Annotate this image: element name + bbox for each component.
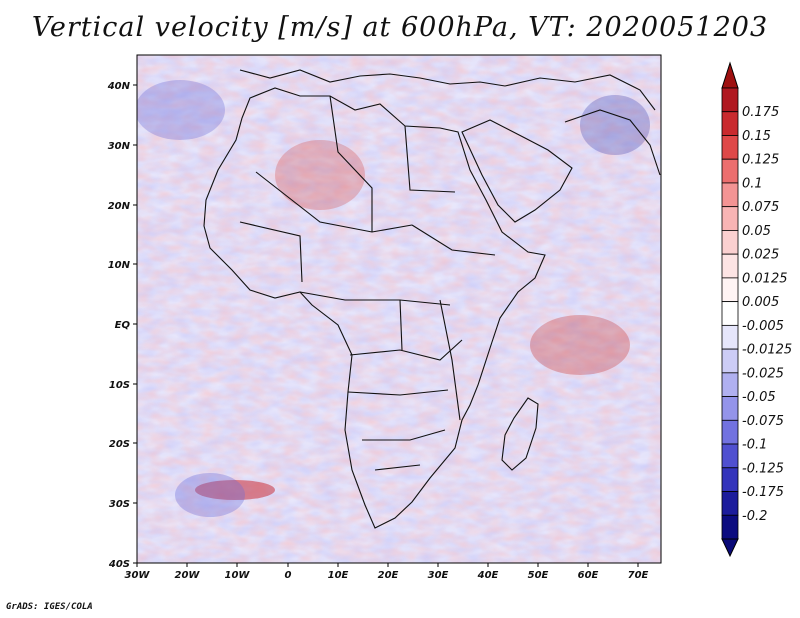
lat-label: 40S (108, 559, 130, 570)
plot-frame (136, 54, 662, 564)
lat-label: 10S (109, 380, 130, 391)
colorbar-swatch (721, 135, 739, 160)
colorbar-swatch (721, 301, 739, 326)
colorbar-swatch (721, 443, 739, 469)
colorbar-label: -0.125 (742, 461, 784, 476)
colorbar-label: 0.025 (742, 248, 779, 263)
colorbar-label: 0.075 (742, 200, 779, 215)
colorbar-label: 0.1 (742, 176, 763, 191)
colorbar-swatch (721, 87, 739, 113)
colorbar-label: 0.005 (742, 295, 779, 310)
colorbar-label: 0.175 (742, 105, 779, 120)
colorbar-label: -0.005 (742, 319, 784, 334)
colorbar-label: -0.05 (742, 390, 776, 405)
colorbar-bottom-arrow (721, 538, 739, 558)
colorbar-swatch (721, 182, 739, 208)
colorbar: 0.175 0.15 0.125 0.1 0.075 0.05 0.025 0.0125 0.0… (721, 61, 792, 558)
lat-label: 10N (108, 260, 131, 271)
colorbar-label: 0.05 (742, 224, 771, 239)
colorbar-top-arrow (721, 61, 739, 89)
lat-label: 30S (109, 499, 130, 510)
lon-label: 40E (477, 570, 499, 581)
colorbar-swatch (721, 253, 739, 279)
lon-label: 60E (578, 570, 599, 581)
colorbar-swatch (721, 396, 739, 421)
colorbar-swatch (721, 111, 739, 136)
lat-label: 20S (109, 439, 130, 450)
colorbar-label: 0.15 (742, 129, 771, 144)
colorbar-swatch (721, 158, 739, 184)
lat-label: 30N (108, 141, 131, 152)
lon-label: 10W (225, 570, 251, 581)
credit-text: GrADS: IGES/COLA (6, 602, 93, 612)
map-figure: 30W 20W 10W 0 10E 20E 30E 40E 50E 60E 70… (107, 54, 792, 581)
lon-label: 30W (125, 570, 151, 581)
colorbar-swatch (721, 230, 739, 255)
lon-label: 0 (285, 570, 292, 581)
colorbar-label: -0.0125 (742, 343, 792, 358)
colorbar-swatch (721, 324, 739, 350)
colorbar-swatch (721, 372, 739, 397)
lat-labels: 40N 30N 20N 10N EQ 10S 20S 30S 40S (107, 81, 131, 570)
colorbar-swatch (721, 419, 739, 445)
colorbar-label: -0.175 (742, 485, 784, 500)
velocity-field (137, 55, 661, 563)
lat-label: EQ (115, 320, 131, 331)
lat-label: 40N (107, 81, 131, 92)
colorbar-label: 0.125 (742, 153, 779, 168)
colorbar-label: -0.025 (742, 366, 784, 381)
lon-label: 30E (428, 570, 449, 581)
colorbar-swatch (721, 348, 739, 374)
lon-label: 70E (628, 570, 649, 581)
chart-title: Vertical velocity [m/s] at 600hPa, VT: 2… (31, 12, 769, 43)
colorbar-swatch (721, 514, 739, 540)
lat-label: 20N (108, 201, 131, 212)
lon-label: 20E (378, 570, 399, 581)
colorbar-swatch (721, 277, 739, 303)
lon-label: 20W (175, 570, 201, 581)
lon-label: 50E (528, 570, 549, 581)
lon-label: 10E (328, 570, 349, 581)
colorbar-swatch (721, 467, 739, 492)
colorbar-label: 0.0125 (742, 271, 788, 286)
coastlines (203, 69, 661, 529)
colorbar-swatch (721, 206, 739, 231)
colorbar-label: -0.075 (742, 414, 784, 429)
axis-ticks (133, 84, 639, 567)
colorbar-label: -0.2 (742, 509, 767, 524)
colorbar-label: -0.1 (742, 438, 767, 453)
lon-labels: 30W 20W 10W 0 10E 20E 30E 40E 50E 60E 70… (125, 570, 649, 581)
colorbar-swatch (721, 491, 739, 516)
